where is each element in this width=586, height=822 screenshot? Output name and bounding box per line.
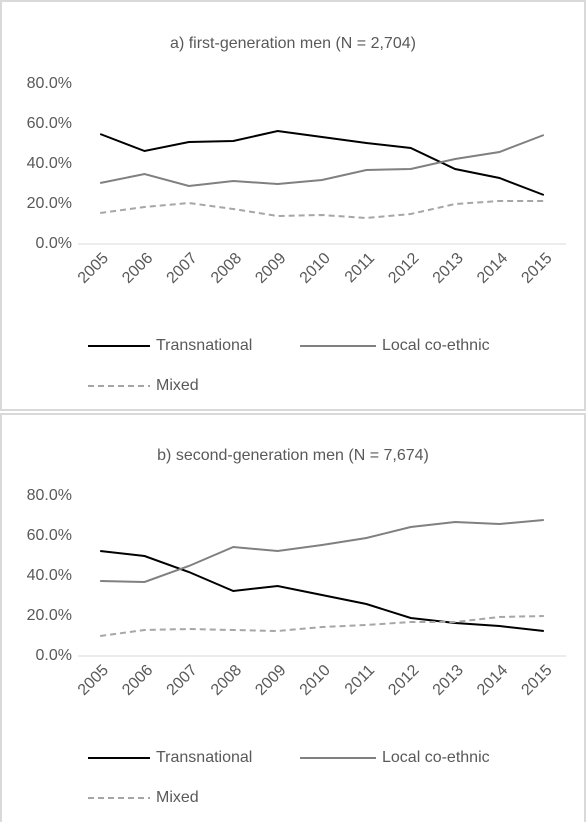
y-tick-label: 40.0% [27,155,72,172]
legend-label: Local co-ethnic [382,337,490,354]
panel-frame [0,413,586,822]
legend-label: Local co-ethnic [382,749,490,766]
y-tick-label: 20.0% [27,607,72,624]
y-tick-label: 20.0% [27,195,72,212]
series-line [100,519,544,584]
series-line [100,550,544,632]
y-tick-label: 0.0% [36,647,72,664]
legend-label: Mixed [156,789,199,806]
series-line [99,134,545,188]
series-line [100,615,544,637]
y-tick-label: 80.0% [27,487,72,504]
series-line [99,129,545,196]
legend-label: Mixed [156,377,199,394]
series-line [100,200,544,220]
y-tick-label: 60.0% [27,115,72,132]
y-tick-label: 60.0% [27,527,72,544]
chart-title: a) first-generation men (N = 2,704) [170,35,416,52]
legend-label: Transnational [156,749,252,766]
panel-frame [0,0,586,411]
y-tick-label: 40.0% [27,567,72,584]
y-tick-label: 0.0% [36,235,72,252]
y-tick-label: 80.0% [27,75,72,92]
chart-title: b) second-generation men (N = 7,674) [157,447,429,464]
legend-label: Transnational [156,337,252,354]
